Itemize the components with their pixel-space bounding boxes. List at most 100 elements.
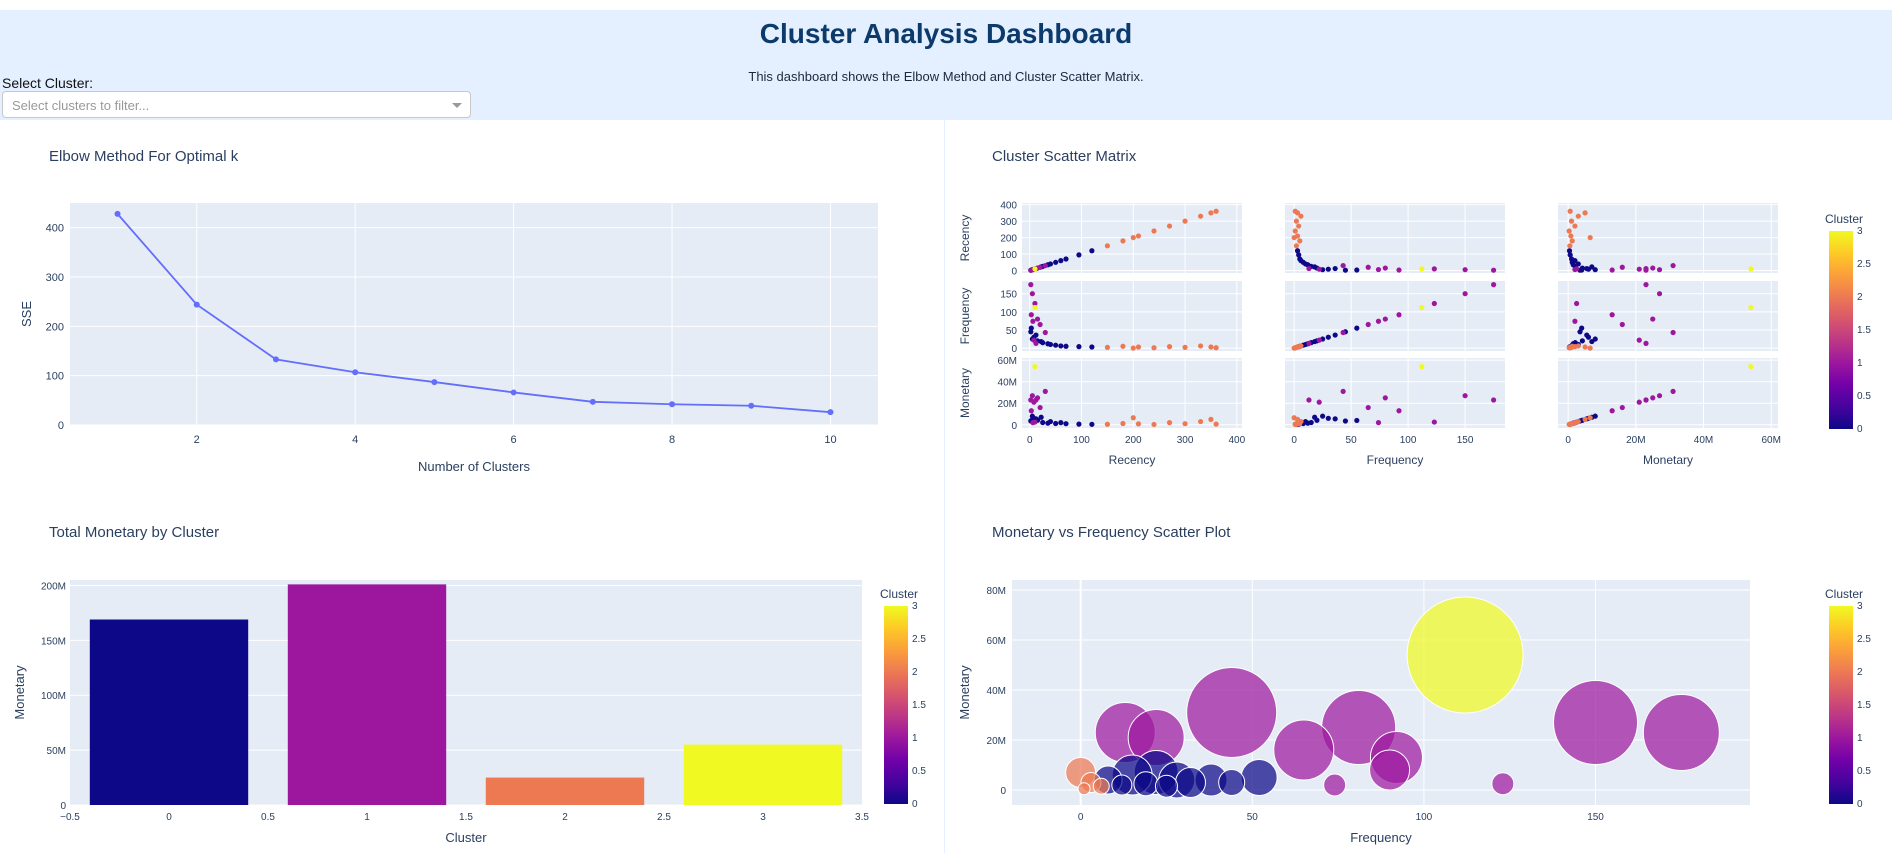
x-tick-label: 100 <box>1416 812 1433 823</box>
matrix-point <box>1568 218 1575 224</box>
matrix-point <box>1104 243 1111 249</box>
x-tick-label: 40M <box>1694 435 1713 446</box>
page-title: Cluster Analysis Dashboard <box>759 18 1133 49</box>
bubble-point <box>1553 680 1639 765</box>
matrix-point <box>1354 267 1360 273</box>
x-tick-label: 0 <box>1565 435 1571 446</box>
colorbar-tick-label: 0 <box>1857 424 1863 435</box>
x-tick-label: 50 <box>1346 435 1358 446</box>
x-tick-label: 1 <box>364 812 370 823</box>
matrix-point <box>1584 265 1590 272</box>
matrix-point <box>1291 234 1297 241</box>
matrix-point <box>1575 261 1581 267</box>
x-tick-label: 100 <box>1073 435 1090 446</box>
x-axis-label: Monetary <box>1643 453 1693 467</box>
x-tick-label: 0 <box>166 812 172 823</box>
x-tick-label: 8 <box>669 434 675 446</box>
matrix-point <box>1182 421 1188 427</box>
matrix-point <box>1033 397 1039 403</box>
matrix-point <box>1058 343 1064 349</box>
bubble-point <box>1642 694 1720 771</box>
matrix-point <box>1089 344 1095 350</box>
matrix-point <box>1569 238 1575 244</box>
x-axis-label: Recency <box>1109 453 1156 467</box>
matrix-point <box>1104 344 1111 350</box>
matrix-point <box>1656 291 1663 297</box>
matrix-point <box>1042 388 1048 394</box>
matrix-point <box>1575 213 1581 219</box>
y-tick-label: 60M <box>998 356 1017 367</box>
bubble-point <box>1218 769 1246 796</box>
matrix-point <box>1579 267 1585 273</box>
matrix-point <box>1340 262 1346 269</box>
y-tick-label: 0 <box>1011 421 1017 432</box>
dashboard-header: Cluster Analysis Dashboard This dashboar… <box>0 10 1892 120</box>
cluster-filter-dropdown[interactable]: Select clusters to filter... <box>2 91 471 118</box>
matrix-point <box>1325 415 1331 421</box>
colorbar-tick-label: 1 <box>1857 733 1863 744</box>
matrix-point <box>1325 334 1331 340</box>
matrix-point <box>1292 228 1298 234</box>
x-tick-label: 50 <box>1247 812 1259 823</box>
matrix-point <box>1582 416 1588 422</box>
y-tick-label: 40M <box>998 378 1017 389</box>
chevron-down-icon[interactable] <box>452 103 462 108</box>
matrix-point <box>1582 210 1588 216</box>
x-tick-label: −0.5 <box>60 812 80 823</box>
x-tick-label: 150 <box>1587 812 1604 823</box>
colorbar-tick-label: 3 <box>1857 226 1863 237</box>
matrix-point <box>1419 364 1425 370</box>
matrix-point <box>1332 416 1338 422</box>
x-tick-label: 3 <box>760 812 766 823</box>
matrix-point <box>1120 420 1126 427</box>
x-axis-label: Frequency <box>1367 453 1424 467</box>
x-tick-label: 10 <box>824 434 836 446</box>
matrix-point <box>1650 395 1656 401</box>
x-tick-label: 4 <box>352 434 358 446</box>
matrix-point <box>1197 418 1204 425</box>
colorbar-tick-label: 2.5 <box>1857 634 1871 645</box>
matrix-point <box>1053 259 1059 265</box>
matrix-point <box>1076 252 1082 258</box>
sse-point <box>193 301 200 308</box>
bubble-point <box>1154 774 1178 798</box>
matrix-point <box>1047 418 1054 425</box>
matrix-point <box>1316 399 1322 405</box>
y-tick-label: 20M <box>987 736 1006 747</box>
y-tick-label: 200 <box>1000 234 1017 245</box>
matrix-point <box>1636 399 1642 405</box>
matrix-point <box>1582 344 1588 350</box>
matrix-point <box>1589 338 1595 345</box>
matrix-point <box>1312 338 1318 345</box>
matrix-point <box>1587 345 1593 351</box>
sse-point <box>827 409 834 416</box>
matrix-point <box>1032 266 1038 272</box>
matrix-point <box>1213 421 1219 427</box>
x-tick-label: 2 <box>194 434 200 446</box>
matrix-point <box>1636 266 1642 272</box>
matrix-point <box>1567 208 1573 214</box>
matrix-point <box>1572 258 1578 264</box>
matrix-point <box>1208 416 1214 422</box>
matrix-point <box>1650 265 1656 271</box>
matrix-point <box>1567 243 1573 249</box>
bubble-point <box>1323 773 1347 797</box>
sse-point <box>114 210 121 217</box>
matrix-point <box>1365 264 1371 270</box>
matrix-point <box>1584 332 1590 338</box>
colorbar <box>884 606 908 804</box>
y-tick-label: 100M <box>41 691 66 702</box>
matrix-point <box>1579 325 1585 331</box>
matrix-point <box>1396 267 1402 273</box>
matrix-point <box>1302 418 1309 425</box>
matrix-point <box>1076 344 1082 350</box>
matrix-point <box>1033 332 1039 338</box>
y-tick-label: 20M <box>998 399 1017 410</box>
matrix-point <box>1038 414 1044 420</box>
matrix-point <box>1037 321 1043 328</box>
colorbar-tick-label: 2 <box>1857 292 1863 303</box>
y-tick-label: 0 <box>1000 786 1006 797</box>
matrix-point <box>1040 419 1046 426</box>
matrix-point <box>1609 312 1615 318</box>
matrix-point <box>1375 266 1382 273</box>
